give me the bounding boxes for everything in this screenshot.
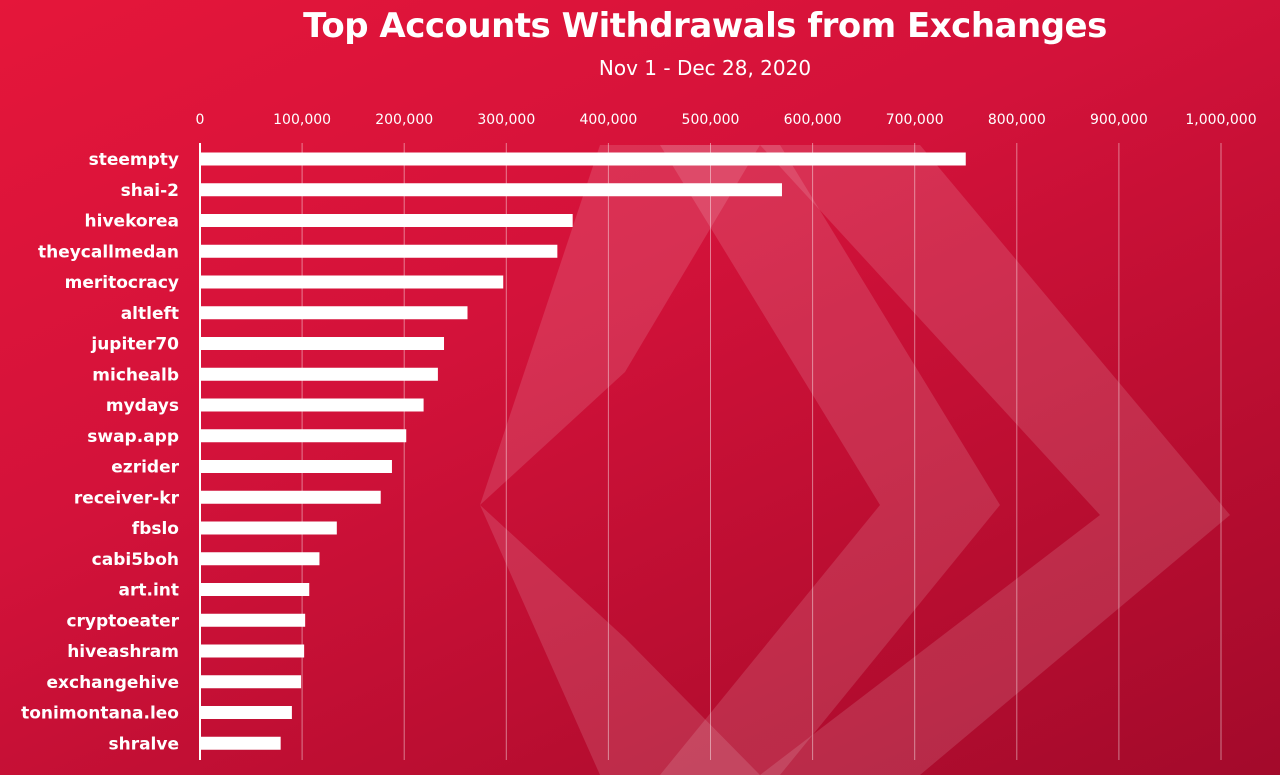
category-label: shralve [108, 734, 179, 754]
category-label: altleft [121, 304, 179, 324]
bar-steempty [200, 152, 966, 166]
category-label: cryptoeater [66, 611, 179, 631]
bar-meritocracy [200, 275, 504, 289]
x-tick-label: 700,000 [886, 112, 944, 128]
bar-receiver-kr [200, 490, 381, 504]
x-tick-label: 100,000 [273, 112, 331, 128]
category-label: swap.app [87, 427, 179, 447]
bar-swap-app [200, 429, 407, 443]
category-label: shai-2 [121, 181, 179, 201]
chart-title: Top Accounts Withdrawals from Exchanges [303, 6, 1107, 46]
category-label: hivekorea [85, 212, 179, 232]
category-label: fbslo [132, 519, 179, 539]
x-tick-label: 800,000 [988, 112, 1046, 128]
x-tick-label: 400,000 [579, 112, 637, 128]
bar-michealb [200, 367, 438, 381]
bar-fbslo [200, 521, 337, 535]
bar-cabi5boh [200, 552, 320, 566]
category-label: jupiter70 [90, 335, 179, 355]
category-label: mydays [106, 396, 179, 416]
bar-jupiter70 [200, 337, 445, 350]
bar-hiveashram [200, 644, 305, 658]
bar-exchangehive [200, 675, 302, 689]
bar-shralve [200, 736, 281, 750]
category-label: receiver-kr [74, 488, 180, 508]
bar-shai-2 [200, 183, 782, 197]
bar-mydays [200, 398, 424, 412]
x-tick-label: 600,000 [784, 112, 842, 128]
category-label: hiveashram [67, 642, 179, 662]
x-tick-label: 500,000 [682, 112, 740, 128]
category-label: ezrider [111, 458, 179, 478]
bar-art-int [200, 583, 310, 596]
category-label: art.int [119, 581, 180, 601]
category-label: steempty [89, 150, 179, 170]
bar-theycallmedan [200, 244, 558, 258]
bar-hivekorea [200, 214, 573, 227]
bar-cryptoeater [200, 613, 306, 627]
category-label: theycallmedan [38, 242, 179, 262]
x-tick-label: 0 [196, 112, 205, 128]
x-tick-label: 900,000 [1090, 112, 1148, 128]
category-label: michealb [92, 365, 179, 385]
x-tick-label: 200,000 [375, 112, 433, 128]
bar-altleft [200, 306, 468, 320]
bar-ezrider [200, 460, 392, 473]
category-label: tonimontana.leo [21, 704, 179, 724]
chart-subtitle: Nov 1 - Dec 28, 2020 [598, 56, 812, 80]
bar-tonimontana-leo [200, 706, 292, 719]
x-tick-label: 1,000,000 [1185, 112, 1256, 128]
category-label: meritocracy [65, 273, 179, 293]
category-label: exchangehive [47, 673, 180, 693]
category-label: cabi5boh [92, 550, 179, 570]
x-tick-label: 300,000 [477, 112, 535, 128]
